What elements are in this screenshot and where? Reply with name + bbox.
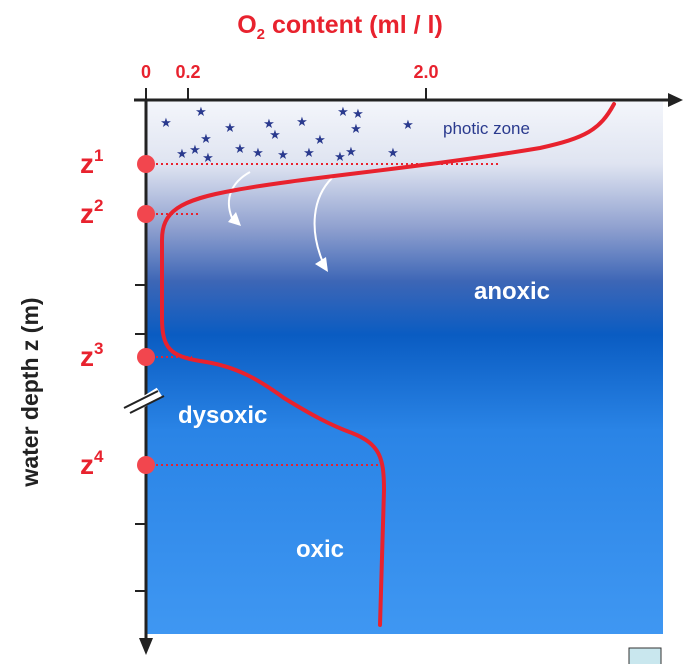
svg-text:★: ★ [263, 117, 275, 132]
depth-label-z4: z4 [80, 447, 104, 480]
svg-text:★: ★ [345, 145, 357, 160]
title-suffix: content (ml / l) [265, 11, 443, 39]
z3-base: z [80, 341, 94, 372]
z1-sup: 1 [94, 146, 103, 165]
svg-text:★: ★ [337, 105, 349, 120]
depth-dot-z4 [137, 456, 155, 474]
svg-text:★: ★ [350, 122, 362, 137]
z3-sup: 3 [94, 339, 103, 358]
depth-label-z1: z1 [80, 146, 103, 179]
svg-text:★: ★ [224, 121, 236, 136]
chart-title: O2 content (ml / l) [237, 11, 443, 43]
svg-text:★: ★ [334, 150, 346, 165]
svg-text:★: ★ [234, 142, 246, 157]
photic-zone-label: photic zone [443, 119, 530, 138]
depth-dot-z3 [137, 348, 155, 366]
depth-label-z2: z2 [80, 196, 103, 229]
oxic-label: oxic [296, 536, 344, 563]
svg-text:★: ★ [176, 147, 188, 162]
svg-text:★: ★ [200, 132, 212, 147]
z4-base: z [80, 449, 94, 480]
y-axis-arrow [139, 638, 153, 655]
axis-break-icon [123, 387, 165, 415]
x-tick-0: 0 [141, 62, 151, 82]
z4-sup: 4 [94, 447, 104, 466]
plankton-stars: ★ ★ ★ ★ ★ ★ ★ ★ ★ ★ ★ ★ ★ ★ ★ ★ ★ ★ ★ ★ … [160, 105, 414, 166]
depth-dot-z2 [137, 205, 155, 223]
x-tick-0-2: 0.2 [175, 62, 200, 82]
dysoxic-label: dysoxic [178, 402, 267, 429]
svg-text:★: ★ [195, 105, 207, 120]
title-subscript: 2 [257, 26, 265, 43]
svg-text:★: ★ [269, 128, 281, 143]
svg-text:★: ★ [296, 115, 308, 130]
z1-base: z [80, 148, 94, 179]
svg-text:★: ★ [202, 151, 214, 166]
depth-dot-z1 [137, 155, 155, 173]
svg-text:★: ★ [252, 146, 264, 161]
x-axis-arrow [668, 93, 683, 107]
svg-text:★: ★ [402, 118, 414, 133]
anoxic-label: anoxic [474, 278, 550, 305]
svg-text:★: ★ [303, 146, 315, 161]
title-prefix: O [237, 11, 256, 39]
svg-text:★: ★ [189, 143, 201, 158]
svg-text:★: ★ [160, 116, 172, 131]
z2-sup: 2 [94, 196, 103, 215]
corner-box [628, 647, 662, 664]
svg-text:★: ★ [352, 107, 364, 122]
y-axis-label: water depth z (m) [17, 297, 43, 487]
depth-label-z3: z3 [80, 339, 103, 372]
svg-text:★: ★ [314, 133, 326, 148]
svg-text:★: ★ [387, 146, 399, 161]
z2-base: z [80, 198, 94, 229]
oxygen-profile-curve [160, 102, 616, 627]
svg-text:★: ★ [277, 148, 289, 163]
x-tick-2-0: 2.0 [413, 62, 438, 82]
sinking-arrows [227, 171, 333, 272]
